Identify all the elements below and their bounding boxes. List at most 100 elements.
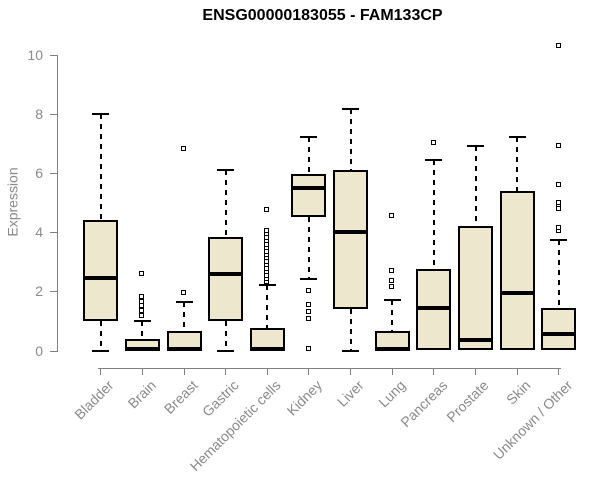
median-line: [83, 275, 119, 280]
outlier-point: [305, 288, 311, 294]
outlier-point: [555, 143, 561, 149]
whisker-upper: [516, 137, 519, 191]
y-tick: [50, 54, 57, 56]
y-tick: [50, 232, 57, 234]
whisker-upper: [266, 285, 269, 329]
whisker-upper: [474, 146, 477, 227]
x-category-label-skin: Skin: [502, 377, 534, 408]
y-tick: [50, 113, 57, 115]
median-line: [333, 230, 369, 235]
outlier-point: [389, 277, 395, 283]
outlier-point: [139, 307, 145, 313]
whisker-cap-lower: [92, 349, 110, 352]
median-line: [124, 347, 160, 352]
whisker-upper: [183, 301, 185, 332]
whisker-cap-upper: [300, 136, 318, 139]
whisker-upper: [307, 137, 310, 175]
whisker-cap-upper: [550, 238, 568, 241]
y-tick-label: 4: [35, 224, 43, 241]
y-tick-label: 6: [35, 164, 43, 181]
whisker-cap-upper: [217, 168, 235, 171]
whisker-cap-upper: [467, 145, 485, 148]
outlier-point: [139, 303, 145, 309]
y-tick-label: 2: [35, 283, 43, 300]
outlier-point: [305, 301, 311, 307]
whisker-cap-upper: [92, 112, 110, 115]
x-tick: [350, 368, 352, 375]
whisker-upper: [224, 169, 227, 237]
outlier-point: [305, 346, 311, 352]
x-category-label-bladder: Bladder: [71, 377, 118, 423]
y-tick-label: 8: [35, 105, 43, 122]
box-iqr: [458, 226, 494, 351]
x-tick: [266, 368, 268, 375]
outlier-point: [389, 283, 395, 289]
x-axis-line: [98, 368, 562, 369]
whisker-upper: [141, 320, 144, 339]
x-category-label-unknown-other: Unknown / Other: [489, 377, 576, 463]
median-line: [416, 305, 452, 310]
outlier-point: [555, 199, 561, 205]
median-line: [166, 347, 202, 352]
x-category-label-liver: Liver: [334, 377, 367, 410]
outlier-point: [389, 212, 395, 218]
median-line: [208, 271, 244, 276]
x-tick: [225, 368, 227, 375]
x-category-label-prostate: Prostate: [443, 377, 492, 426]
whisker-cap-lower: [300, 278, 318, 281]
x-category-label-breast: Breast: [160, 377, 201, 417]
whisker-cap-upper: [133, 319, 151, 322]
x-tick: [475, 368, 477, 375]
y-tick: [50, 172, 57, 174]
whisker-cap-upper: [508, 136, 526, 139]
outlier-point: [305, 309, 311, 315]
outlier-point: [139, 313, 145, 319]
box-iqr: [333, 169, 369, 310]
box-iqr: [291, 174, 327, 218]
outlier-point: [139, 294, 145, 300]
whisker-cap-upper: [342, 108, 360, 111]
whisker-cap-upper: [175, 300, 193, 303]
y-tick-label: 10: [27, 46, 43, 63]
x-category-label-kidney: Kidney: [283, 377, 326, 419]
chart-title: ENSG00000183055 - FAM133CP: [202, 7, 443, 24]
y-axis-line: [57, 54, 58, 352]
whisker-lower: [307, 217, 310, 280]
x-tick: [516, 368, 518, 375]
outlier-point: [389, 267, 395, 273]
median-line: [458, 338, 494, 343]
outlier-point: [139, 270, 145, 276]
median-line: [374, 347, 410, 352]
whisker-cap-upper: [383, 299, 401, 302]
box-iqr: [541, 307, 577, 351]
box-iqr: [208, 236, 244, 321]
y-tick: [50, 291, 57, 293]
whisker-upper: [349, 109, 352, 170]
outlier-point: [181, 289, 186, 295]
y-tick-label: 0: [35, 342, 43, 359]
whisker-lower: [99, 320, 102, 351]
x-tick: [183, 368, 185, 375]
x-tick: [391, 368, 393, 375]
median-line: [541, 332, 577, 337]
whisker-lower: [349, 309, 352, 351]
whisker-upper: [99, 113, 102, 221]
x-tick: [141, 368, 143, 375]
outlier-point: [555, 224, 561, 230]
whisker-cap-lower: [217, 349, 235, 352]
whisker-cap-lower: [342, 349, 360, 352]
x-tick: [308, 368, 310, 375]
outlier-point: [430, 140, 436, 146]
median-line: [291, 185, 327, 190]
x-category-label-lung: Lung: [375, 377, 409, 411]
outlier-point: [181, 146, 186, 152]
whisker-lower: [224, 320, 227, 351]
outlier-point: [139, 298, 145, 304]
outlier-point: [555, 42, 561, 48]
box-iqr: [416, 269, 452, 351]
outlier-point: [264, 206, 270, 212]
x-tick: [433, 368, 435, 375]
whisker-upper: [432, 159, 435, 270]
